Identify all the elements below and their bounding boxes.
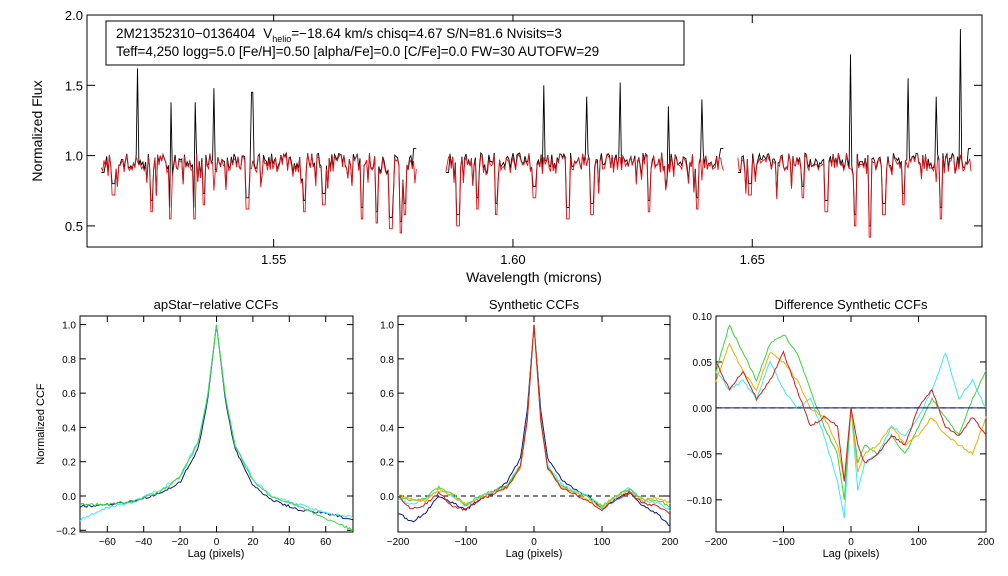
spectrum-ytick-label: 2.0 (65, 8, 83, 23)
spectrum-axes-frame (86, 14, 983, 248)
spectrum-annotation-box (105, 20, 685, 66)
apstar-xtick-label: −60 (99, 537, 116, 548)
synthetic-series-orange (397, 324, 671, 509)
annotation-line1: 2M21352310−0136404 Vhelio=−18.64 km/s chi… (116, 26, 562, 44)
spectrum-xtick-label: 1.65 (740, 252, 765, 267)
apstar-ytick-label: 0.8 (62, 355, 76, 366)
difference-xtick-label: −200 (705, 537, 728, 548)
spectrum-panel: 1.55 1.60 1.65 0.5 1.0 1.5 2.0 2M21352310−0136… (29, 8, 983, 285)
difference-xtick-label: 100 (910, 537, 927, 548)
synthetic-axes-frame (397, 315, 671, 533)
apstar-panel: −60 −40 −20 0 20 40 60 −0.2 0.0 0.2 0.4 0.6 0.8 1.0 a… (35, 297, 354, 560)
apstar-xtick-label: 40 (284, 537, 296, 548)
apstar-ticks: −60 −40 −20 0 20 40 60 −0.2 0.0 0.2 0.4 0.6 0.8 1.0 (56, 316, 353, 548)
annotation-vhelio: V (263, 26, 272, 41)
difference-ticks: −200 −100 0 100 200 −0.10 −0.05 0.00 0.05 0.10 (687, 312, 995, 548)
difference-xlabel: Lag (pixels) (823, 548, 880, 560)
synthetic-ytick-label: 1.0 (380, 321, 394, 332)
apstar-ytick-label: 1.0 (62, 321, 76, 332)
apstar-title: apStar−relative CCFs (154, 297, 279, 312)
spectrum-xtick-label: 1.60 (500, 252, 525, 267)
spectrum-observed-line (737, 29, 972, 227)
difference-series-cyan (715, 352, 987, 519)
spectrum-ytick-label: 1.5 (65, 78, 83, 93)
spectrum-model-line (100, 152, 417, 234)
spectrum-ticks: 1.55 1.60 1.65 0.5 1.0 1.5 2.0 (65, 8, 982, 267)
synthetic-series-green (397, 324, 671, 508)
synthetic-ytick-label: 0.2 (380, 458, 394, 469)
apstar-lines (79, 324, 354, 531)
difference-ytick-label: −0.05 (687, 450, 713, 461)
apstar-xlabel: Lag (pixels) (188, 548, 245, 560)
spectrum-ytick-label: 0.5 (65, 219, 83, 234)
synthetic-xtick-label: 100 (594, 537, 611, 548)
synthetic-ytick-label: 0.0 (380, 492, 394, 503)
apstar-xtick-label: 20 (247, 537, 259, 548)
difference-xtick-label: 200 (978, 537, 995, 548)
spectrum-model-line (445, 152, 724, 227)
synthetic-title: Synthetic CCFs (489, 297, 580, 312)
difference-xtick-label: −100 (772, 537, 795, 548)
apstar-xtick-label: 0 (214, 537, 220, 548)
apstar-ytick-label: 0.4 (62, 423, 76, 434)
synthetic-xtick-label: 0 (531, 537, 537, 548)
synthetic-ytick-label: 0.4 (380, 423, 394, 434)
synthetic-xlabel: Lag (pixels) (506, 548, 563, 560)
apstar-xtick-label: −20 (172, 537, 189, 548)
difference-ytick-label: 0.05 (693, 358, 713, 369)
difference-ytick-label: 0.00 (693, 404, 713, 415)
difference-title: Difference Synthetic CCFs (775, 297, 928, 312)
difference-ytick-label: −0.10 (687, 496, 713, 507)
synthetic-ytick-label: 0.8 (380, 355, 394, 366)
spectrum-xlabel: Wavelength (microns) (466, 269, 602, 285)
apstar-xtick-label: −40 (135, 537, 152, 548)
annotation-vhelio-sub: helio (272, 34, 291, 44)
synthetic-series-red (397, 324, 671, 515)
synthetic-lines (397, 324, 671, 527)
annotation-line2: Teff=4,250 logg=5.0 [Fe/H]=0.50 [alpha/F… (116, 44, 599, 59)
synthetic-xtick-label: −200 (387, 537, 410, 548)
synthetic-xtick-label: −100 (455, 537, 478, 548)
spectrum-observed-line (101, 68, 417, 223)
apstar-series-visit2 (79, 324, 354, 522)
apstar-axes-frame (79, 315, 354, 533)
apstar-ytick-label: −0.2 (56, 526, 76, 537)
apstar-ytick-label: 0.0 (62, 492, 76, 503)
synthetic-ytick-label: 0.6 (380, 389, 394, 400)
apstar-series-visit3 (79, 324, 354, 531)
spectrum-model-line (737, 152, 972, 238)
spectrum-ytick-label: 1.0 (65, 149, 83, 164)
apstar-xtick-label: 60 (320, 537, 332, 548)
spectrum-lines (100, 29, 972, 238)
spectrum-xtick-label: 1.55 (261, 252, 286, 267)
spectrum-ylabel: Normalized Flux (29, 80, 45, 181)
difference-axes-frame (715, 315, 987, 533)
synthetic-ticks: −200 −100 0 100 200 0.0 0.2 0.4 0.6 0.8 1.0 (380, 316, 679, 548)
apstar-series-visit1 (79, 324, 354, 521)
spectrum-observed-line (446, 82, 724, 216)
difference-panel: −200 −100 0 100 200 −0.10 −0.05 0.00 0.05 0.10 Di… (687, 297, 995, 560)
annotation-star: 2M21352310−0136404 (116, 26, 256, 41)
synthetic-panel: −200 −100 0 100 200 0.0 0.2 0.4 0.6 0.8 1.0 Synthe… (380, 297, 679, 560)
synthetic-xtick-label: 200 (662, 537, 679, 548)
synthetic-series-cyan (397, 324, 671, 512)
apstar-ylabel: Normalized CCF (35, 383, 47, 465)
annotation-line1-rest: =−18.64 km/s chisq=4.67 S/N=81.6 Nvisits… (291, 26, 562, 41)
difference-lines (715, 324, 987, 519)
difference-ytick-label: 0.10 (693, 312, 713, 323)
apstar-ytick-label: 0.6 (62, 389, 76, 400)
apstar-ytick-label: 0.2 (62, 458, 76, 469)
difference-xtick-label: 0 (848, 537, 854, 548)
